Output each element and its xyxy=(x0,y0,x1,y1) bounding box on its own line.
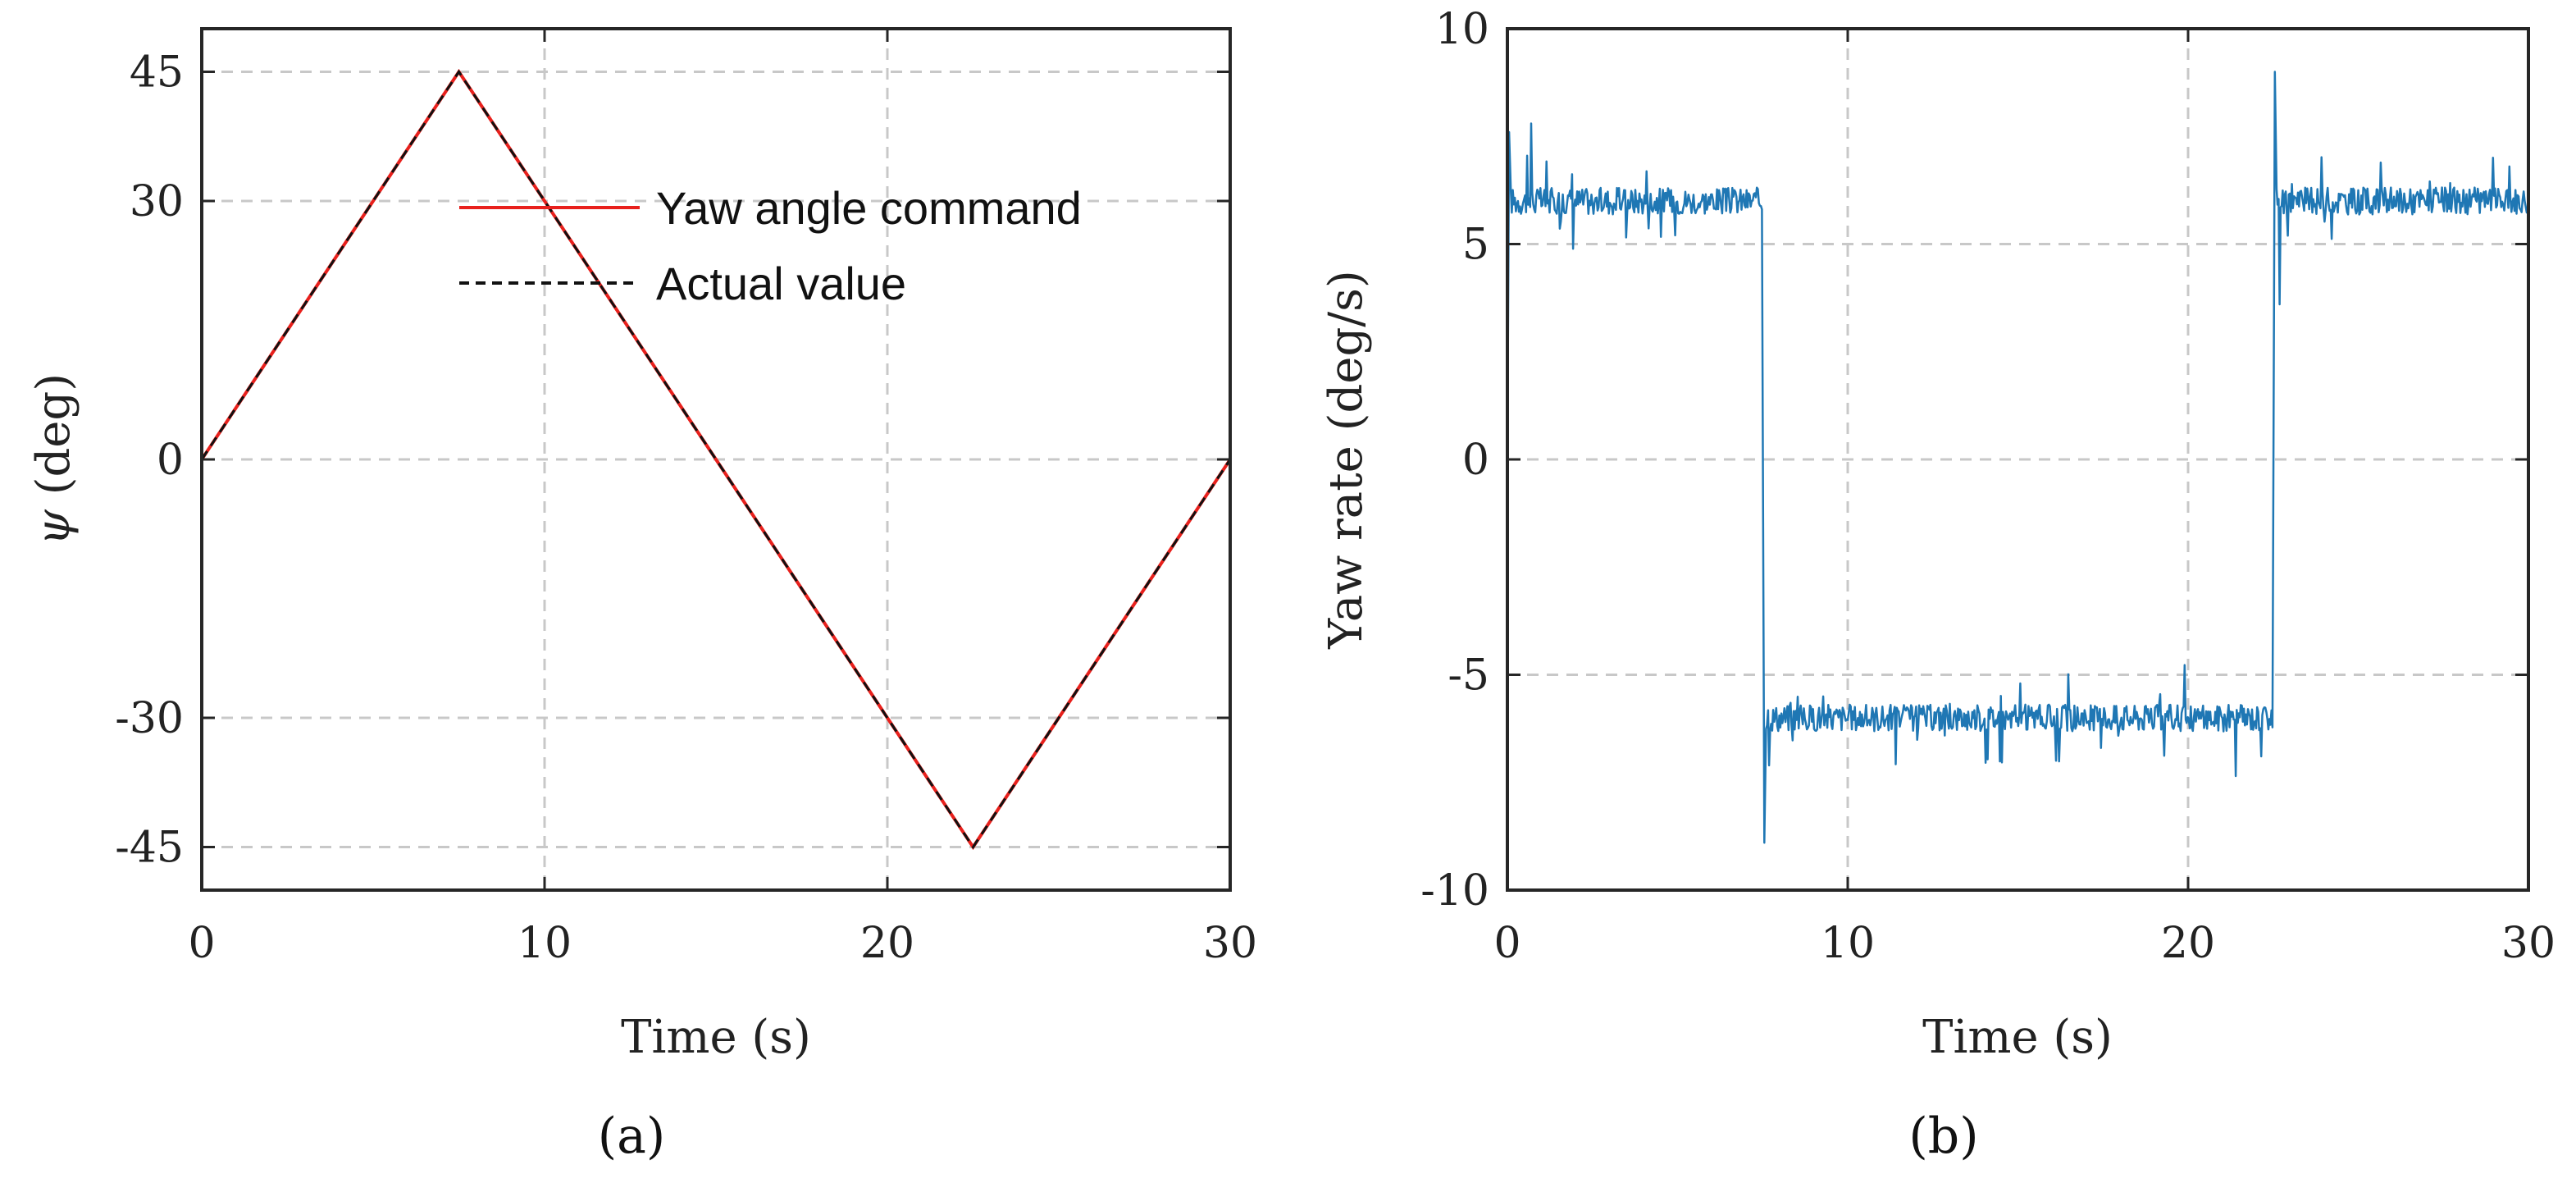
chart-a-y-axis-unit: (deg) xyxy=(27,373,80,509)
chart-b-gridlines xyxy=(1507,29,2528,890)
x-tick-label: 0 xyxy=(1493,919,1521,968)
panel-label-a: (a) xyxy=(598,1108,666,1165)
x-tick-label: 30 xyxy=(1203,919,1257,968)
chart-b-x-axis-label: Time (s) xyxy=(1922,1011,2113,1064)
y-tick-label: 10 xyxy=(1435,5,1489,54)
y-tick-label: 0 xyxy=(157,436,184,485)
chart-b-frame xyxy=(1506,27,2530,892)
x-tick-label: 10 xyxy=(1821,919,1875,968)
chart-panel-b: 0 10 20 30 10 5 0 -5 -10 Time (s) Yaw rate (deg… xyxy=(1320,5,2555,1165)
y-tick-label: -10 xyxy=(1420,866,1489,916)
x-tick-label: 20 xyxy=(860,919,914,968)
x-tick-label: 30 xyxy=(2501,919,2555,968)
x-tick-label: 0 xyxy=(188,919,215,968)
chart-a-series xyxy=(200,68,1232,851)
chart-a-x-axis-label: Time (s) xyxy=(621,1011,811,1064)
x-tick-label: 10 xyxy=(517,919,572,968)
y-tick-label: -5 xyxy=(1448,651,1489,701)
y-tick-label: -45 xyxy=(115,824,184,873)
chart-b-series xyxy=(1506,71,2529,844)
chart-a-legend: Yaw angle command Actual value xyxy=(459,182,1082,309)
y-tick-label: 30 xyxy=(130,177,184,226)
chart-b-y-tick-labels: 10 5 0 -5 -10 xyxy=(1420,5,1489,916)
chart-b-x-tick-labels: 0 10 20 30 xyxy=(1493,919,2555,968)
y-tick-label: 5 xyxy=(1462,221,1489,270)
chart-a-y-tick-labels: 45 30 0 -30 -45 xyxy=(115,48,184,873)
chart-panel-a: 0 10 20 30 45 30 0 -30 -45 Yaw angle command Ac… xyxy=(27,27,1257,1165)
legend-label-command: Yaw angle command xyxy=(656,182,1082,234)
chart-a-y-axis-symbol: ψ xyxy=(27,509,80,546)
y-tick-label: -30 xyxy=(115,694,184,743)
chart-a-frame xyxy=(200,27,1232,892)
series-line-yaw-rate xyxy=(1506,71,2529,844)
panel-label-b: (b) xyxy=(1908,1108,1978,1165)
legend-label-actual: Actual value xyxy=(656,258,906,309)
y-tick-label: 0 xyxy=(1462,436,1489,485)
chart-a-x-tick-labels: 0 10 20 30 xyxy=(188,919,1257,968)
chart-a-y-axis-label: ψ (deg) xyxy=(27,373,80,546)
y-tick-label: 45 xyxy=(130,48,184,98)
series-line-actual-value xyxy=(200,69,1232,850)
chart-b-y-axis-label: Yaw rate (deg/s) xyxy=(1320,270,1373,649)
x-tick-label: 20 xyxy=(2161,919,2215,968)
